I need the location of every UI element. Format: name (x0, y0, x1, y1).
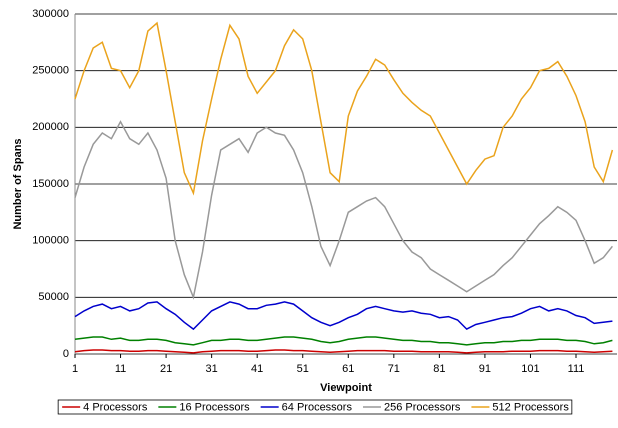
x-tick-label: 81 (433, 363, 445, 375)
x-tick-label: 31 (206, 363, 218, 375)
y-tick-label: 200000 (32, 121, 69, 133)
legend-box (57, 399, 573, 415)
x-tick-label: 61 (342, 363, 354, 375)
y-tick-label: 100000 (32, 235, 69, 247)
x-tick-label: 71 (388, 363, 400, 375)
y-tick-label: 150000 (32, 178, 69, 190)
x-tick-label: 21 (160, 363, 172, 375)
y-axis-title: Number of Spans (12, 138, 24, 229)
x-axis-title: Viewpoint (320, 382, 372, 394)
y-tick-label: 0 (63, 348, 69, 360)
series-line (74, 349, 613, 354)
series-line (74, 120, 613, 300)
x-tick-label: 11 (115, 363, 126, 375)
series-line (74, 21, 614, 196)
legend-label: 512 Processors (492, 401, 569, 413)
y-tick-label: 250000 (32, 65, 69, 77)
x-tick-label: 41 (251, 363, 263, 375)
legend-label: 256 Processors (384, 401, 461, 413)
x-tick-label: 51 (297, 363, 309, 375)
x-tick-label: 101 (521, 363, 539, 375)
legend-label: 64 Processors (282, 401, 353, 413)
x-tick-label: 91 (479, 363, 491, 375)
x-tick-label: 1 (72, 363, 78, 375)
x-tick-label: 111 (568, 363, 585, 375)
y-tick-label: 300000 (32, 8, 69, 20)
legend-label: 4 Processors (83, 401, 148, 413)
legend-label: 16 Processors (179, 401, 250, 413)
series-line (74, 301, 613, 331)
y-tick-label: 50000 (38, 291, 69, 303)
series-line (74, 336, 613, 346)
